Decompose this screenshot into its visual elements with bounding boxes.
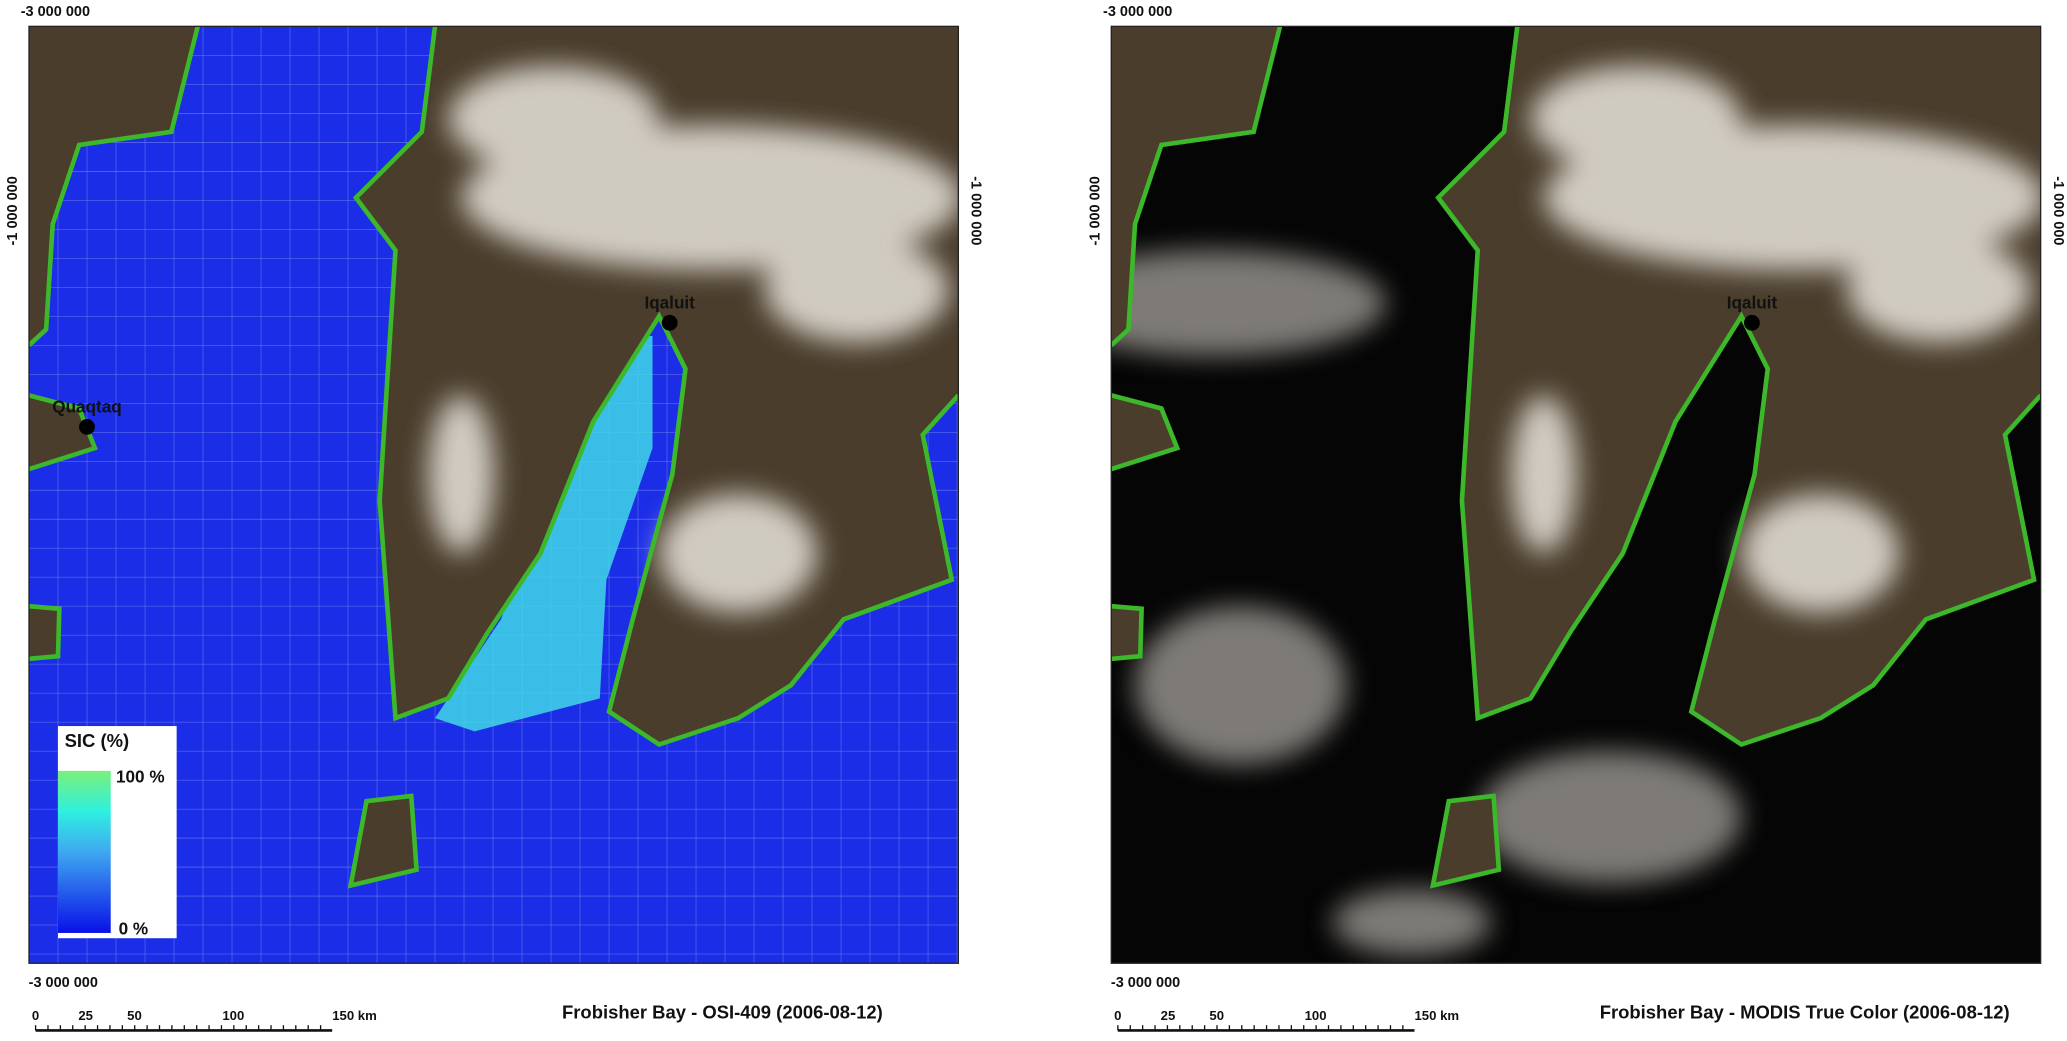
scale-label: 100 (1305, 1008, 1327, 1023)
scale-label: 0 (32, 1008, 39, 1023)
map-frame (1110, 25, 2042, 964)
place-marker (661, 314, 678, 331)
scale-label: 150 km (332, 1008, 377, 1023)
scale-label: 150 km (1414, 1008, 1459, 1023)
scale-label: 25 (78, 1008, 93, 1023)
tick-label: -1 000 000 (968, 176, 984, 245)
legend-label: 0 % (119, 918, 149, 938)
scale-label: 0 (1114, 1008, 1121, 1023)
panel-caption: Frobisher Bay - MODIS True Color (2006-0… (1600, 1002, 2010, 1023)
scale-label: 50 (1209, 1008, 1224, 1023)
scale-label: 100 (222, 1008, 244, 1023)
scale-label: 50 (127, 1008, 142, 1023)
map-panel: -3 000 000 -3 000 000 -1 000 000 -1 000 000… (1087, 4, 2066, 1032)
place-marker (1744, 314, 1760, 331)
map-image (1111, 26, 2041, 964)
place-label: Quaqtaq (52, 396, 121, 416)
place-label: Iqaluit (1727, 292, 1778, 312)
tick-label: -3 000 000 (21, 4, 90, 20)
panel-caption: Frobisher Bay - OSI-409 (2006-08-12) (562, 1002, 883, 1023)
scale-label: 25 (1161, 1008, 1176, 1023)
place-marker (79, 419, 95, 435)
tick-label: -3 000 000 (29, 975, 98, 991)
tick-label: -3 000 000 (1103, 4, 1172, 20)
tick-label: -1 000 000 (5, 176, 21, 245)
tick-label: -1 000 000 (2050, 176, 2066, 245)
map-image (29, 26, 959, 964)
tick-label: -1 000 000 (1087, 176, 1103, 245)
tick-label: -3 000 000 (1111, 975, 1180, 991)
legend-label: 100 % (116, 767, 165, 787)
legend-gradient (58, 770, 111, 933)
legend-title: SIC (%) (65, 730, 130, 751)
map-frame (28, 25, 960, 964)
place-label: Iqaluit (644, 292, 695, 312)
map-panel: -3 000 000 -3 000 000 -1 000 000 -1 000 000… (5, 4, 984, 1032)
